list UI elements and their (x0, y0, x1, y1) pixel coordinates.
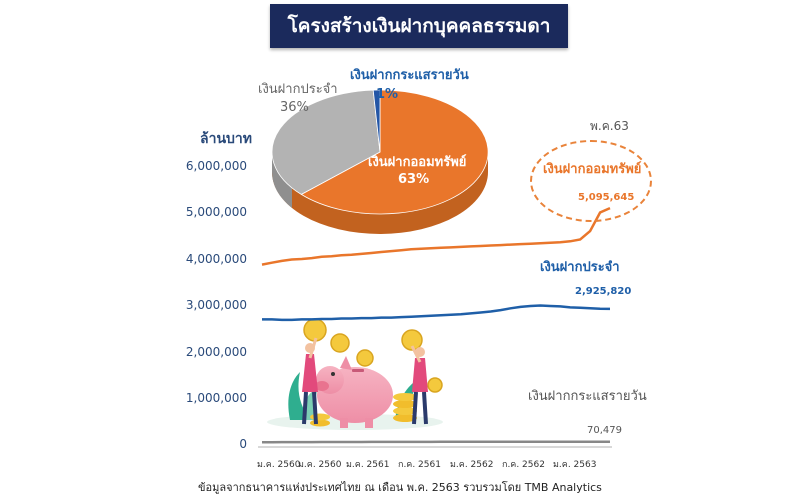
pie-pct-current: 1% (376, 87, 399, 102)
pie-label-savings: เงินฝากออมทรัพย์ (368, 155, 467, 170)
series-label-savings: เงินฝากออมทรัพย์ (543, 162, 642, 177)
x-tick-label: ก.ค. 2561 (398, 460, 441, 470)
pie-pct-savings: 63% (398, 172, 430, 187)
y-tick-label: 6,000,000 (185, 159, 247, 173)
pie-chart (271, 89, 489, 234)
series-line-savings (261, 206, 611, 266)
piggy-bank-illustration (267, 318, 443, 430)
x-tick-label: ม.ค. 2561 (346, 460, 390, 470)
data-label-savings-end: 5,095,645 (578, 192, 635, 203)
x-tick-label: ม.ค. 2563 (553, 460, 597, 470)
y-tick-label: 2,000,000 (185, 345, 247, 359)
period-label: พ.ค.63 (590, 119, 629, 133)
y-tick-label: 5,000,000 (185, 205, 247, 219)
x-tick-label: ม.ค. 2562 (450, 460, 494, 470)
y-tick-label: 3,000,000 (185, 298, 247, 312)
data-label-fixed-end: 2,925,820 (575, 286, 632, 297)
pie-slice-savings (300, 89, 489, 215)
source-footnote: ข้อมูลจากธนาคารแห่งประเทศไทย ณ เดือน พ.ค… (198, 481, 602, 494)
y-tick-label: 0 (239, 437, 247, 451)
data-label-current-end: 70,479 (587, 425, 622, 436)
pie-slice-current (372, 89, 381, 153)
x-tick-label: ก.ค. 2562 (502, 460, 545, 470)
y-axis-label: ล้านบาท (200, 131, 252, 147)
series-line-current (262, 440, 610, 444)
highlight-circle (530, 140, 652, 222)
x-tick-label: ม.ค. 2560 (298, 460, 342, 470)
pie-pct-fixed: 36% (280, 100, 309, 115)
pie-slice-fixed (271, 89, 381, 195)
x-tick-label: ม.ค. 2560 (257, 460, 301, 470)
y-tick-label: 4,000,000 (185, 252, 247, 266)
chart-title-banner: โครงสร้างเงินฝากบุคคลธรรมดา (270, 4, 568, 48)
pie-label-fixed: เงินฝากประจำ (258, 82, 338, 97)
series-label-fixed: เงินฝากประจำ (540, 260, 620, 275)
pie-label-current: เงินฝากกระแสรายวัน (350, 68, 469, 83)
y-tick-label: 1,000,000 (185, 391, 247, 405)
series-label-current: เงินฝากกระแสรายวัน (528, 389, 647, 404)
series-line-fixed (262, 304, 611, 322)
